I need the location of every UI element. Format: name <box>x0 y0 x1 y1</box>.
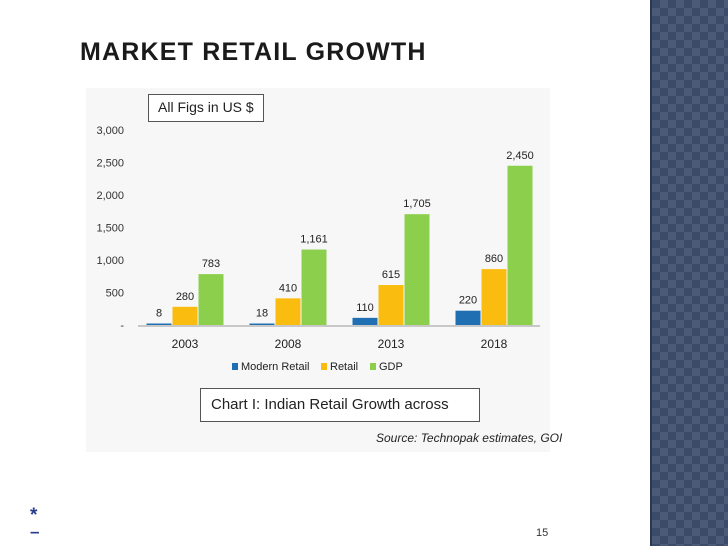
x-tick-label: 2003 <box>172 337 199 351</box>
bar-retail <box>481 269 507 325</box>
bar-modern-retail <box>249 323 275 325</box>
data-label: 110 <box>356 302 374 314</box>
currency-note-box: All Figs in US $ <box>148 94 264 122</box>
bullet-star: * <box>30 505 38 526</box>
page-number: 15 <box>536 527 549 539</box>
legend-label: GDP <box>379 361 403 373</box>
data-label: 8 <box>156 308 162 320</box>
legend-label: Retail <box>330 361 358 373</box>
data-label: 783 <box>202 258 220 270</box>
bar-gdp <box>301 249 327 325</box>
data-label: 280 <box>176 291 194 303</box>
legend-swatch <box>370 363 376 370</box>
x-tick-label: 2013 <box>378 337 405 351</box>
bar-modern-retail <box>146 323 172 325</box>
legend-swatch <box>321 363 327 370</box>
chart-caption: Chart I: Indian Retail Growth across <box>200 388 480 422</box>
x-tick-label: 2008 <box>275 337 302 351</box>
legend-label: Modern Retail <box>241 361 309 373</box>
bar-modern-retail <box>352 317 378 325</box>
side-decoration-panel <box>650 0 728 546</box>
bar-retail <box>378 285 404 325</box>
y-tick-label: - <box>120 320 124 332</box>
y-tick-label: 2,500 <box>96 158 124 170</box>
bar-modern-retail <box>455 310 481 325</box>
bar-gdp <box>507 165 533 325</box>
bar-retail <box>275 298 301 325</box>
y-tick-label: 3,000 <box>96 125 124 137</box>
data-label: 410 <box>279 282 297 294</box>
data-label: 860 <box>485 253 503 265</box>
data-label: 2,450 <box>506 150 534 162</box>
bullet-dash: – <box>30 522 40 541</box>
y-tick-label: 2,000 <box>96 190 124 202</box>
bar-retail <box>172 306 198 325</box>
data-label: 220 <box>459 295 477 307</box>
x-tick-label: 2018 <box>481 337 508 351</box>
slide-title: MARKET RETAIL GROWTH <box>80 38 427 66</box>
legend-swatch <box>232 363 238 370</box>
data-label: 1,705 <box>403 198 431 210</box>
data-label: 1,161 <box>300 234 328 246</box>
y-tick-label: 500 <box>106 288 124 300</box>
y-tick-label: 1,500 <box>96 223 124 235</box>
data-label: 18 <box>256 308 268 320</box>
source-note: Source: Technopak estimates, GOI <box>376 431 563 445</box>
data-label: 615 <box>382 269 400 281</box>
y-tick-label: 1,000 <box>96 255 124 267</box>
bar-gdp <box>404 214 430 325</box>
bar-gdp <box>198 274 224 325</box>
